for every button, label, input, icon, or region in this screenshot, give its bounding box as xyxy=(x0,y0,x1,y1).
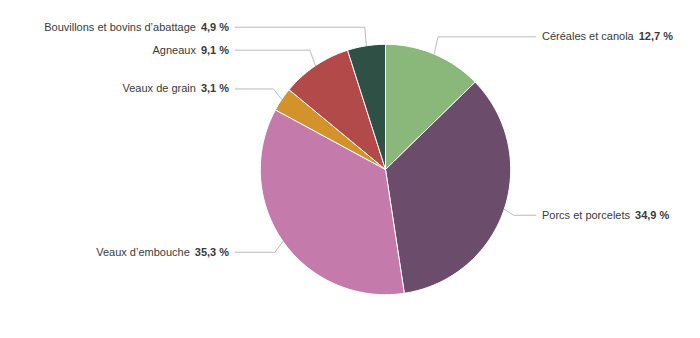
svg-text:3,1 %: 3,1 % xyxy=(201,82,229,94)
svg-text:Porcs et porcelets: Porcs et porcelets xyxy=(542,209,631,221)
svg-text:35,3 %: 35,3 % xyxy=(195,246,229,258)
svg-text:34,9 %: 34,9 % xyxy=(635,209,669,221)
svg-text:Agneaux: Agneaux xyxy=(152,44,196,56)
svg-text:12,7 %: 12,7 % xyxy=(639,30,673,42)
svg-text:4,9 %: 4,9 % xyxy=(201,21,229,33)
svg-text:Bouvillons et bovins d’abattag: Bouvillons et bovins d’abattage xyxy=(44,21,196,33)
svg-text:Veaux d’embouche: Veaux d’embouche xyxy=(96,246,190,258)
svg-text:9,1 %: 9,1 % xyxy=(201,44,229,56)
svg-text:Céréales et canola: Céréales et canola xyxy=(542,30,635,42)
svg-text:Veaux de grain: Veaux de grain xyxy=(122,82,195,94)
